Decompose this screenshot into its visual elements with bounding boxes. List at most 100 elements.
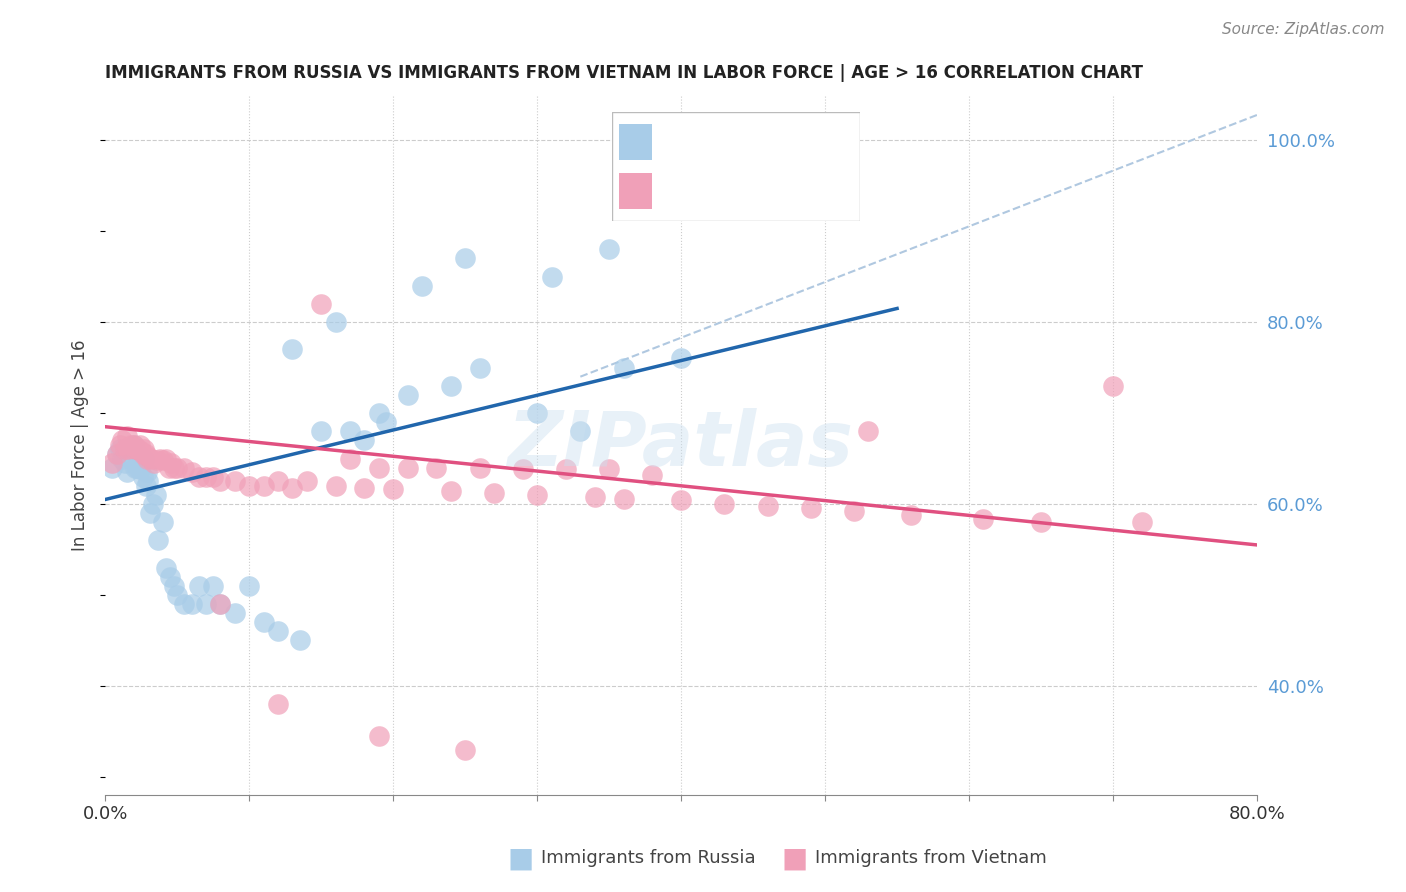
- Point: [117, 442, 139, 457]
- Point: [468, 460, 491, 475]
- Point: [163, 460, 186, 475]
- Point: [136, 465, 159, 479]
- Point: [353, 481, 375, 495]
- Point: [132, 451, 155, 466]
- Point: [800, 500, 823, 515]
- Point: [972, 511, 994, 525]
- Point: [425, 460, 447, 475]
- Point: [454, 742, 477, 756]
- Text: Immigrants from Russia: Immigrants from Russia: [541, 849, 756, 867]
- Point: [138, 450, 160, 464]
- Point: [120, 451, 142, 466]
- Point: [526, 488, 548, 502]
- Point: [124, 442, 146, 457]
- Point: [1130, 515, 1153, 529]
- Point: [309, 424, 332, 438]
- Point: [114, 442, 136, 457]
- Point: [163, 579, 186, 593]
- Point: [121, 442, 143, 457]
- Point: [612, 491, 634, 506]
- Point: [1029, 515, 1052, 529]
- Point: [281, 481, 304, 495]
- Point: [131, 447, 153, 461]
- Point: [138, 475, 160, 489]
- Point: [526, 406, 548, 420]
- Point: [173, 460, 195, 475]
- Point: [145, 488, 167, 502]
- Point: [157, 460, 180, 475]
- Point: [143, 456, 166, 470]
- Point: [129, 456, 152, 470]
- Point: [267, 697, 290, 711]
- Point: [128, 438, 150, 452]
- Point: [114, 456, 136, 470]
- Point: [756, 499, 779, 513]
- Point: [555, 462, 578, 476]
- Point: [842, 504, 865, 518]
- Point: [122, 438, 145, 452]
- Point: [468, 360, 491, 375]
- Point: [353, 434, 375, 448]
- Point: [159, 570, 181, 584]
- Point: [252, 479, 274, 493]
- Point: [120, 438, 142, 452]
- Point: [309, 297, 332, 311]
- Point: [122, 438, 145, 452]
- Point: [238, 479, 260, 493]
- Text: ■: ■: [508, 844, 533, 872]
- Point: [598, 462, 620, 476]
- Point: [125, 442, 148, 457]
- Point: [111, 451, 134, 466]
- Point: [202, 469, 225, 483]
- Point: [195, 597, 218, 611]
- Point: [129, 444, 152, 458]
- Point: [641, 467, 664, 482]
- Point: [139, 506, 162, 520]
- Point: [202, 579, 225, 593]
- Point: [396, 460, 419, 475]
- Point: [115, 429, 138, 443]
- Point: [382, 483, 405, 497]
- Point: [375, 415, 398, 429]
- Text: ZIPatlas: ZIPatlas: [508, 408, 853, 482]
- Point: [108, 442, 131, 457]
- Point: [440, 484, 463, 499]
- Text: IMMIGRANTS FROM RUSSIA VS IMMIGRANTS FROM VIETNAM IN LABOR FORCE | AGE > 16 CORR: IMMIGRANTS FROM RUSSIA VS IMMIGRANTS FRO…: [105, 64, 1143, 82]
- Point: [173, 597, 195, 611]
- Point: [125, 460, 148, 475]
- Point: [209, 475, 232, 489]
- Point: [127, 442, 149, 457]
- Point: [224, 475, 246, 489]
- Point: [152, 453, 174, 467]
- Point: [135, 479, 157, 493]
- Point: [267, 475, 290, 489]
- Point: [124, 460, 146, 475]
- Point: [367, 729, 389, 743]
- Point: [440, 378, 463, 392]
- Point: [900, 508, 922, 522]
- Text: Source: ZipAtlas.com: Source: ZipAtlas.com: [1222, 22, 1385, 37]
- Point: [339, 424, 361, 438]
- Point: [187, 579, 209, 593]
- Point: [454, 252, 477, 266]
- Point: [135, 447, 157, 461]
- Point: [267, 624, 290, 639]
- Point: [115, 465, 138, 479]
- Point: [111, 434, 134, 448]
- Point: [295, 475, 318, 489]
- Point: [160, 456, 183, 470]
- Point: [108, 438, 131, 452]
- Point: [224, 606, 246, 620]
- Point: [132, 442, 155, 457]
- Point: [858, 424, 880, 438]
- Point: [238, 579, 260, 593]
- Point: [155, 451, 177, 466]
- Point: [367, 460, 389, 475]
- Point: [146, 453, 169, 467]
- Point: [148, 533, 170, 548]
- Point: [166, 460, 188, 475]
- Point: [142, 497, 165, 511]
- Point: [180, 465, 202, 479]
- Point: [131, 469, 153, 483]
- Point: [1102, 378, 1125, 392]
